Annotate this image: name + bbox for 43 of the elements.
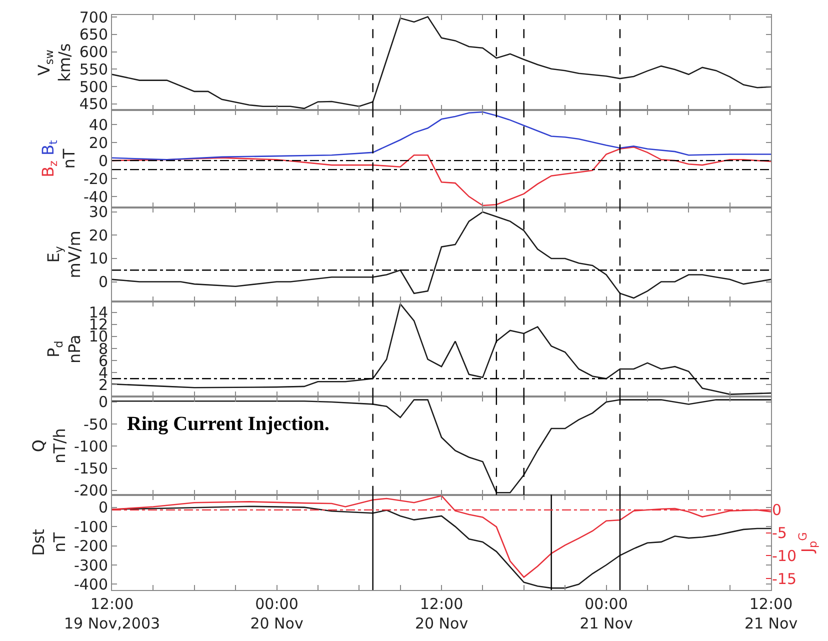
x-tick-label: 00:00 21 Nov: [580, 595, 633, 632]
line-series: [112, 111, 771, 160]
y-tick-label: -100: [74, 437, 108, 456]
y-tick-label: -200: [74, 482, 108, 500]
y-tick-label: -400: [74, 575, 108, 594]
y-tick-label: 20: [88, 134, 108, 152]
y-axis-title: Q nT/h: [29, 428, 69, 464]
y-tick-label: -20: [84, 170, 108, 188]
y-tick-label: 0: [98, 152, 108, 170]
y-tick-label: 550: [79, 60, 108, 78]
y-tick-label: -150: [74, 460, 108, 478]
y-tick-label: 650: [79, 26, 108, 44]
y-tick-label: 500: [79, 78, 108, 96]
line-series: [112, 399, 771, 494]
x-tick-label: 12:00 20 Nov: [414, 595, 468, 632]
y-tick-label: 700: [79, 8, 108, 26]
y-tick-label: 40: [88, 116, 108, 134]
y2-tick-label: -5: [772, 524, 787, 542]
line-series: [112, 303, 771, 395]
y-tick-label: -200: [74, 537, 108, 556]
y-tick-label: -50: [84, 415, 108, 434]
line-series: [112, 506, 771, 589]
y2-tick-label: -10: [772, 546, 796, 565]
y-tick-label: 600: [79, 43, 108, 62]
y-tick-label: 0: [98, 273, 108, 291]
y-tick-label: 0: [98, 498, 108, 517]
y-axis-title: nT: [59, 148, 78, 169]
y-tick-label: 0: [98, 393, 108, 412]
y-tick-label: 30: [88, 203, 108, 222]
x-tick-label: 00:00 20 Nov: [250, 595, 304, 632]
y2-tick-label: -15: [772, 570, 796, 588]
y-axis-title: Dst nT: [29, 528, 69, 556]
annotation: Ring Current Injection.: [127, 413, 330, 435]
y-tick-label: -100: [74, 518, 108, 536]
y-tick-label: 20: [88, 226, 108, 244]
x-tick-label: 12:00 21 Nov: [744, 595, 798, 632]
y2-tick-label: 0: [772, 501, 782, 520]
line-series: [112, 211, 771, 299]
y-tick-label: -300: [74, 556, 108, 574]
y-tick-label: 10: [88, 250, 108, 268]
y-tick-label: 450: [79, 95, 108, 114]
x-tick-label: 12:00 19 Nov,2003: [64, 595, 160, 632]
y-tick-label: -40: [84, 188, 108, 206]
